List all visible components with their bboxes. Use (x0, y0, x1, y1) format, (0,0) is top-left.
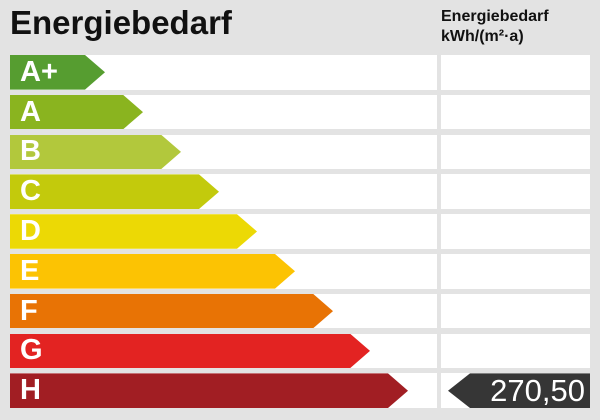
energy-bar-label: H (20, 374, 41, 407)
energy-row-h: H 270,50 (0, 373, 600, 408)
energy-row-a: A (0, 94, 600, 130)
energy-bar-label: F (20, 294, 38, 327)
energy-bar-b: B (10, 135, 181, 170)
energy-bar-d: D (10, 214, 257, 249)
energy-bar-h: H (10, 373, 408, 408)
energy-row-a-plus: A+ (0, 55, 600, 90)
page-title: Energiebedarf (10, 4, 232, 41)
unit-header: Energiebedarf kWh/(m²·a) (441, 7, 549, 47)
row-track-right (441, 214, 590, 249)
row-track-left: D (10, 214, 437, 249)
row-track-left: A (10, 94, 437, 130)
energy-row-d: D (0, 214, 600, 249)
row-track-left: B (10, 134, 437, 170)
energy-bar-f: F (10, 294, 333, 329)
energy-bar-label: E (20, 254, 40, 287)
energy-row-e: E (0, 254, 600, 289)
energy-row-b: B (0, 134, 600, 170)
energy-bar-e: E (10, 254, 295, 289)
row-track-right: 270,50 (441, 373, 590, 408)
energy-bar-label: G (20, 334, 43, 367)
row-track-left: H (10, 373, 437, 408)
energy-row-g: G (0, 333, 600, 369)
value-text: 270,50 (490, 373, 585, 409)
energy-bar-label: A (20, 95, 41, 128)
row-track-right (441, 94, 590, 130)
row-track-left: G (10, 333, 437, 369)
energy-bar-label: C (20, 175, 41, 208)
energy-bar-a-plus: A+ (10, 55, 105, 90)
unit-header-line1: Energiebedarf (441, 8, 549, 25)
energy-bar-c: C (10, 174, 219, 209)
energy-bar-a: A (10, 95, 143, 130)
row-track-right (441, 254, 590, 289)
energy-bar-label: B (20, 135, 41, 168)
row-track-left: C (10, 174, 437, 209)
row-track-left: E (10, 254, 437, 289)
row-track-right (441, 134, 590, 170)
energy-row-f: F (0, 293, 600, 329)
unit-header-line2: kWh/(m²·a) (441, 28, 524, 45)
row-track-right (441, 293, 590, 329)
row-track-right (441, 55, 590, 90)
row-track-right (441, 333, 590, 369)
value-arrow: 270,50 (448, 373, 590, 408)
energy-bar-g: G (10, 334, 370, 369)
energy-row-c: C (0, 174, 600, 209)
row-track-left: A+ (10, 55, 437, 90)
energy-bar-label: A+ (20, 55, 58, 88)
row-track-left: F (10, 293, 437, 329)
energy-bar-label: D (20, 214, 41, 247)
row-track-right (441, 174, 590, 209)
